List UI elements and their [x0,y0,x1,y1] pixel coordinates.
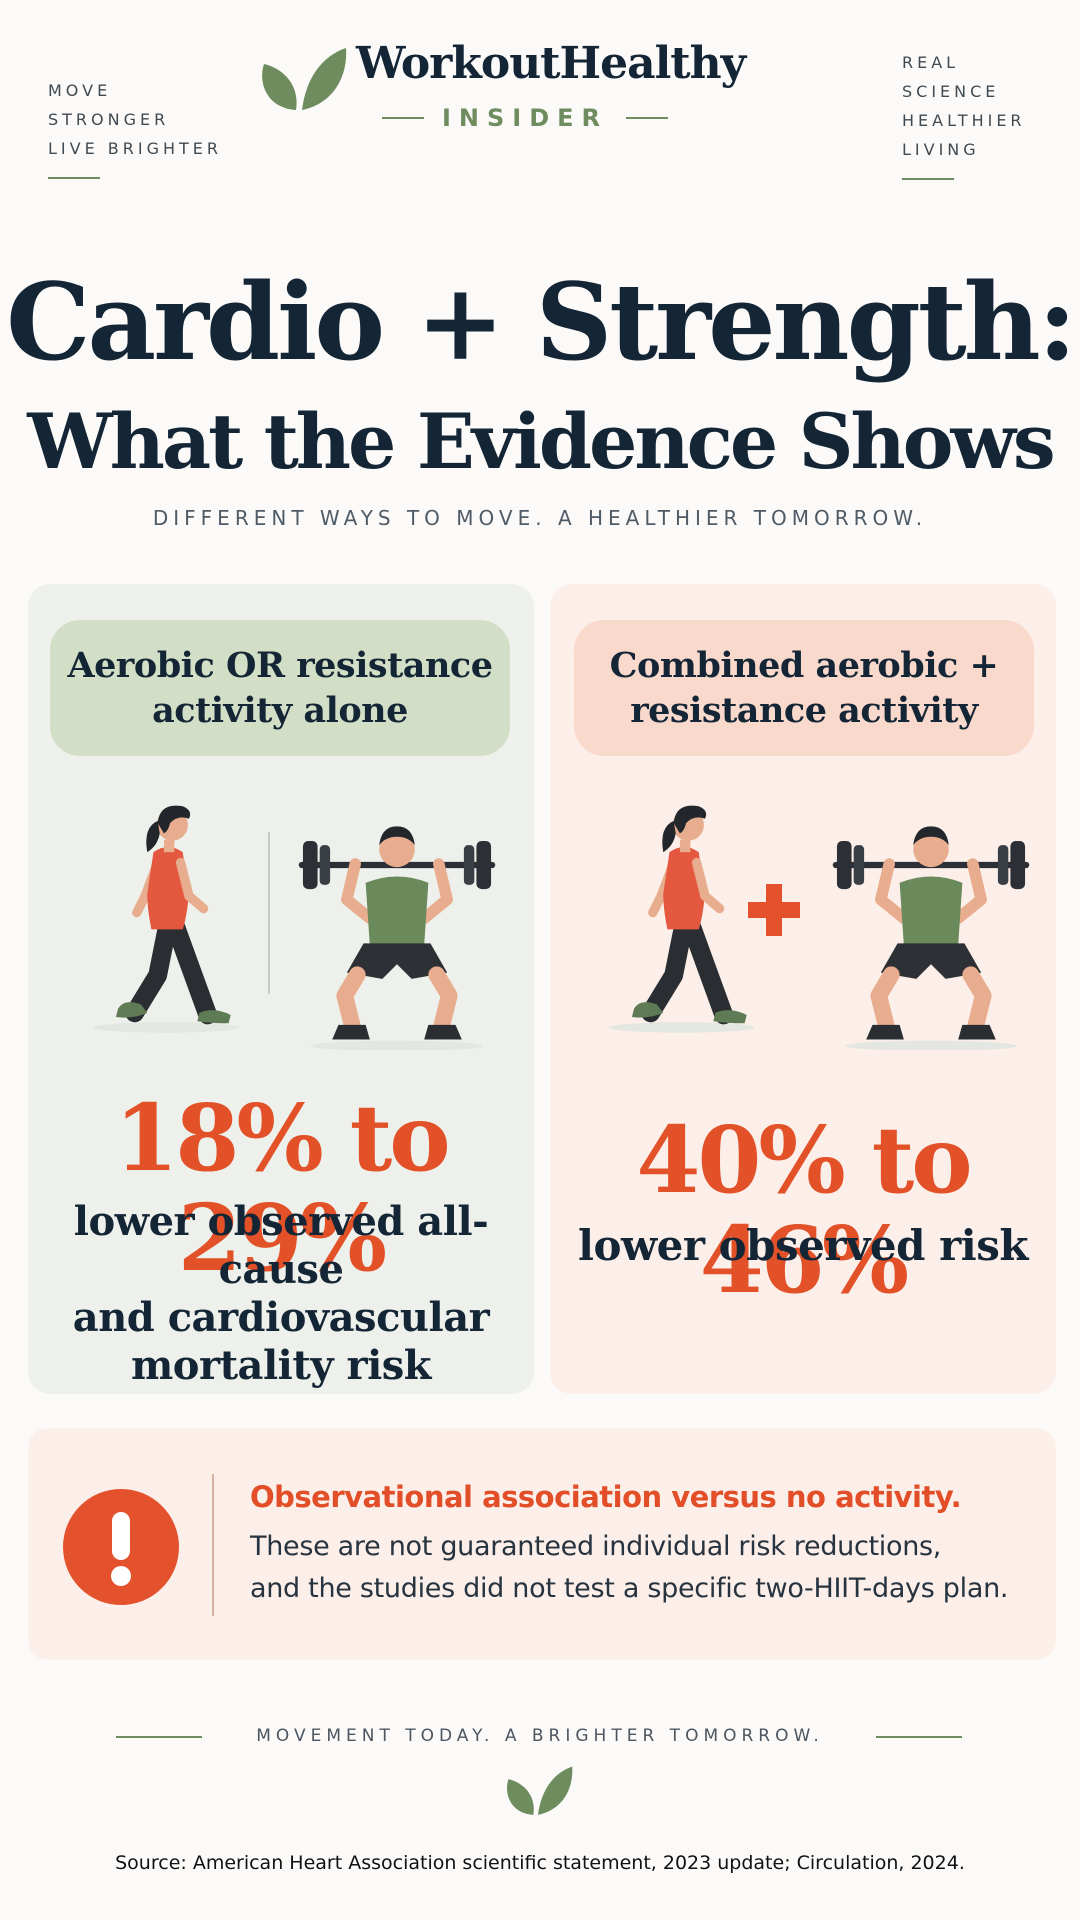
disclaimer-line1: These are not guaranteed individual risk… [250,1531,942,1562]
right-pill: Combined aerobic + resistance activity [574,620,1034,756]
left-stat: 18% to 29% [114,1084,450,1292]
header-left-tag: LIVE BRIGHTER [48,139,223,158]
right-description: lower observed risk [578,1221,1028,1270]
figure-divider [268,832,270,994]
exclamation-icon [63,1489,179,1605]
left-pill-line1: Aerobic OR resistance [67,645,493,686]
footer-line-left [116,1736,202,1738]
left-description: lower observed all-cause and cardiovascu… [28,1198,534,1390]
brand-sub-line-left [382,117,424,119]
plus-icon [748,884,800,936]
leaf-icon [507,1766,573,1815]
header-left-divider [48,177,100,179]
header-left-tag: STRONGER [48,110,170,129]
left-pill: Aerobic OR resistance activity alone [50,620,510,756]
right-pill-line1: Combined aerobic + [609,645,999,686]
headline-line1: Cardio + Strength: [6,259,1077,384]
disclaimer-text: These are not guaranteed individual risk… [250,1526,1050,1610]
right-pill-line2: resistance activity [630,690,978,731]
squatting-man-icon [820,818,1042,1050]
right-stat: 40% to 46% [636,1106,972,1314]
header-right-tag: HEALTHIER [902,111,1026,130]
disclaimer-box [28,1428,1056,1660]
header-right-tags: REAL SCIENCE HEALTHIER LIVING [902,48,1026,180]
disclaimer-divider [212,1474,214,1616]
disclaimer-line2: and the studies did not test a specific … [250,1573,1009,1604]
header-right-tag: REAL [902,53,960,72]
header-right-tag: LIVING [902,140,980,159]
left-desc-line2: and cardiovascular [72,1294,490,1341]
brand-title: WorkoutHealthy [356,38,746,89]
disclaimer-title: Observational association versus no acti… [250,1480,962,1514]
squatting-man-icon [286,818,508,1050]
header-left-tag: MOVE [48,81,112,100]
left-desc-line3: mortality risk [130,1342,432,1389]
headline-line2: What the Evidence Shows [27,397,1055,486]
leaf-icon [262,48,347,110]
header-left-tags: MOVE STRONGER LIVE BRIGHTER [48,76,222,179]
header-right-tag: SCIENCE [902,82,1000,101]
footer-tagline: MOVEMENT TODAY. A BRIGHTER TOMORROW. [256,1726,824,1746]
walking-woman-icon [76,800,256,1040]
header-right-divider [902,178,954,180]
left-pill-line2: activity alone [152,690,408,731]
brand-sub-text: INSIDER [442,104,609,132]
source-citation: Source: American Heart Association scien… [115,1852,965,1874]
footer-line-right [876,1736,962,1738]
brand-sub-line-right [626,117,669,119]
hero-tagline: DIFFERENT WAYS TO MOVE. A HEALTHIER TOMO… [152,506,928,530]
brand-subtitle: INSIDER [382,104,669,132]
left-desc-line1: lower observed all-cause [73,1198,489,1293]
